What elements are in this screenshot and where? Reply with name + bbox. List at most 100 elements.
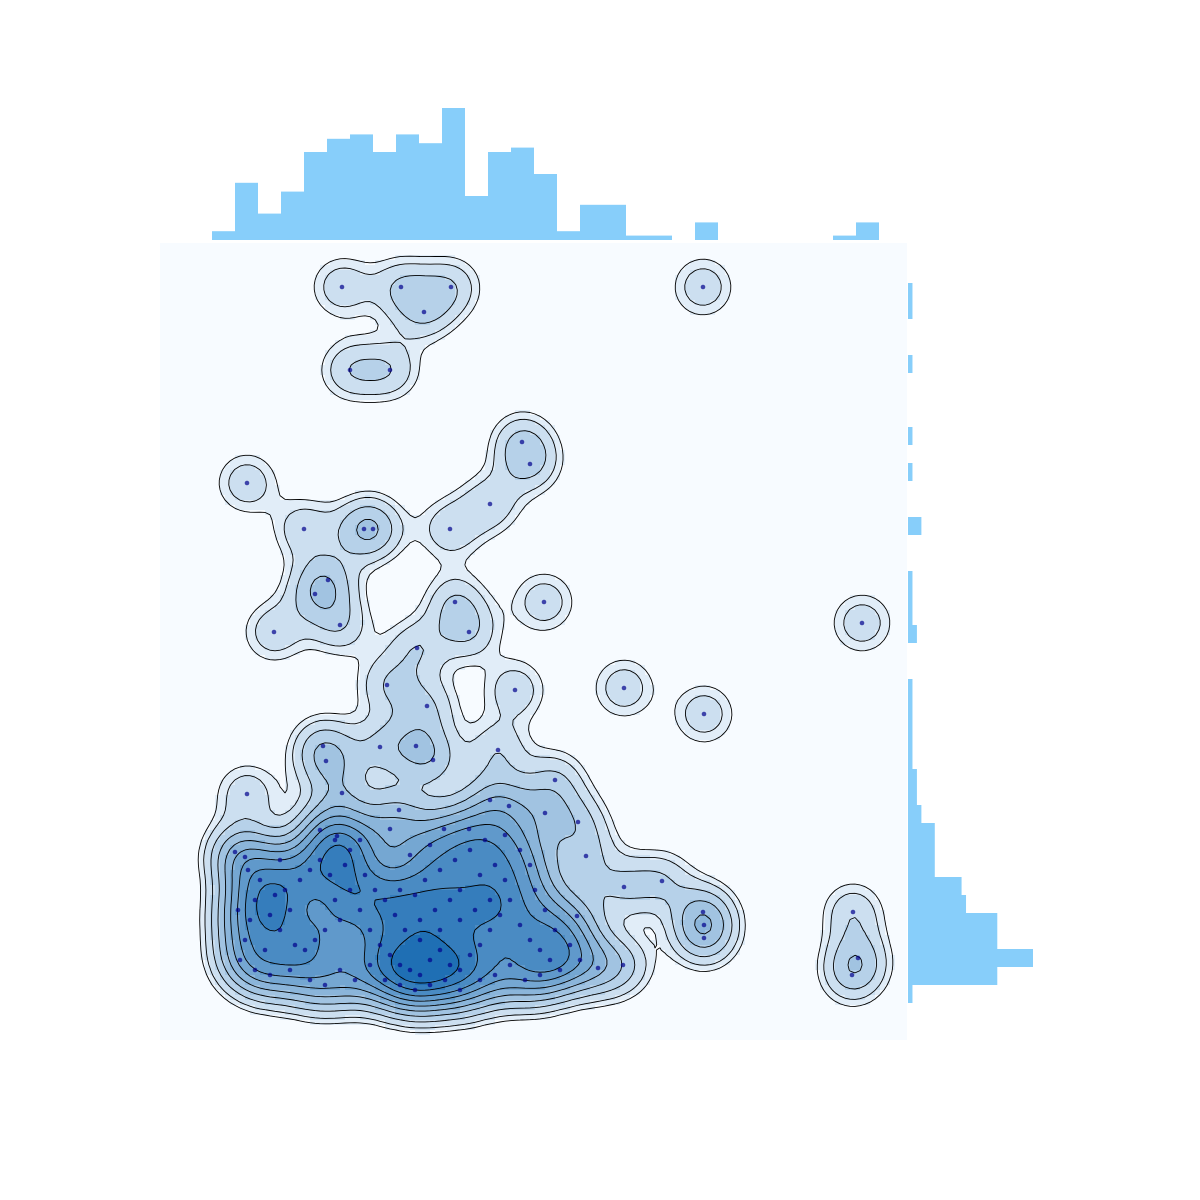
scatter-point xyxy=(412,987,418,993)
scatter-point xyxy=(620,962,626,968)
scatter-point xyxy=(467,952,473,958)
scatter-point xyxy=(552,927,558,933)
scatter-point xyxy=(292,942,298,948)
scatter-point xyxy=(466,826,472,832)
scatter-point xyxy=(398,284,404,290)
scatter-point xyxy=(377,942,383,948)
scatter-point xyxy=(307,977,313,983)
kde-contour xyxy=(223,796,713,1012)
scatter-point xyxy=(575,819,581,825)
histogram-bar xyxy=(281,191,304,240)
scatter-point xyxy=(527,862,533,868)
histogram-bar xyxy=(908,517,922,535)
scatter-point xyxy=(367,927,373,933)
scatter-point xyxy=(542,907,548,913)
scatter-point xyxy=(372,887,378,893)
histogram-bar xyxy=(908,823,935,841)
histogram-bar xyxy=(695,222,718,240)
scatter-point xyxy=(700,909,706,915)
scatter-point xyxy=(244,480,250,486)
histogram-bar xyxy=(626,235,649,240)
scatter-point xyxy=(427,842,433,848)
scatter-point xyxy=(361,526,367,532)
histogram-bar xyxy=(649,235,672,240)
scatter-point xyxy=(235,907,241,913)
histogram-bar xyxy=(908,571,913,589)
scatter-point xyxy=(287,907,293,913)
scatter-point xyxy=(327,872,333,878)
scatter-point xyxy=(855,955,861,961)
scatter-point xyxy=(487,501,493,507)
scatter-point xyxy=(427,982,433,988)
kde-contour xyxy=(237,823,582,1002)
scatter-point xyxy=(701,711,707,717)
histogram-bar xyxy=(603,204,626,240)
scatter-point xyxy=(307,867,313,873)
scatter-point xyxy=(397,962,403,968)
histogram-bar xyxy=(908,463,913,481)
histogram-bar xyxy=(212,231,235,240)
scatter-point xyxy=(595,965,601,971)
scatter-point xyxy=(850,909,856,915)
scatter-point xyxy=(621,685,627,691)
kde-contour xyxy=(217,518,863,1017)
scatter-point xyxy=(659,878,665,884)
scatter-point xyxy=(457,967,463,973)
scatter-point xyxy=(396,807,402,813)
histogram-bar xyxy=(908,985,913,1003)
scatter-point xyxy=(242,854,248,860)
scatter-point xyxy=(477,977,483,983)
scatter-point xyxy=(507,897,513,903)
histogram-bar xyxy=(833,235,856,240)
scatter-point xyxy=(437,867,443,873)
scatter-point xyxy=(267,912,273,918)
scatter-point xyxy=(441,826,447,832)
scatter-point xyxy=(487,927,493,933)
scatter-point xyxy=(392,912,398,918)
scatter-point xyxy=(577,957,583,963)
scatter-point xyxy=(517,922,523,928)
scatter-point xyxy=(472,907,478,913)
scatter-point xyxy=(402,927,408,933)
scatter-point xyxy=(412,892,418,898)
scatter-point xyxy=(507,962,513,968)
scatter-point xyxy=(325,577,331,583)
histogram-bar xyxy=(908,751,913,769)
histogram-bar xyxy=(465,196,488,240)
scatter-point xyxy=(457,917,463,923)
scatter-point xyxy=(467,847,473,853)
histogram-bar xyxy=(908,589,913,607)
scatter-point xyxy=(421,309,427,315)
scatter-point xyxy=(621,884,627,890)
scatter-point xyxy=(430,757,436,763)
kde-contour xyxy=(203,263,887,1029)
scatter-point xyxy=(497,912,503,918)
histogram-bar xyxy=(304,152,327,240)
scatter-point xyxy=(701,922,707,928)
scatter-point xyxy=(347,887,353,893)
scatter-point xyxy=(502,877,508,883)
scatter-point xyxy=(287,967,293,973)
scatter-point xyxy=(407,852,413,858)
scatter-point xyxy=(552,777,558,783)
histogram-bar xyxy=(908,931,998,949)
histogram-bar xyxy=(557,231,580,240)
histogram-bar xyxy=(908,697,913,715)
histogram-bar xyxy=(350,134,373,240)
scatter-point xyxy=(448,284,454,290)
histogram-bar xyxy=(908,769,917,787)
scatter-point xyxy=(320,743,326,749)
scatter-point xyxy=(323,758,329,764)
scatter-point xyxy=(337,622,343,628)
histogram-bar xyxy=(908,733,913,751)
scatter-point xyxy=(466,629,472,635)
scatter-point xyxy=(432,907,438,913)
histogram-bar xyxy=(327,138,350,240)
histogram-bar xyxy=(396,134,419,240)
scatter-point xyxy=(267,972,273,978)
scatter-point xyxy=(282,887,288,893)
scatter-point xyxy=(397,887,403,893)
histogram-bar xyxy=(908,355,913,373)
kde-contour xyxy=(256,844,502,991)
